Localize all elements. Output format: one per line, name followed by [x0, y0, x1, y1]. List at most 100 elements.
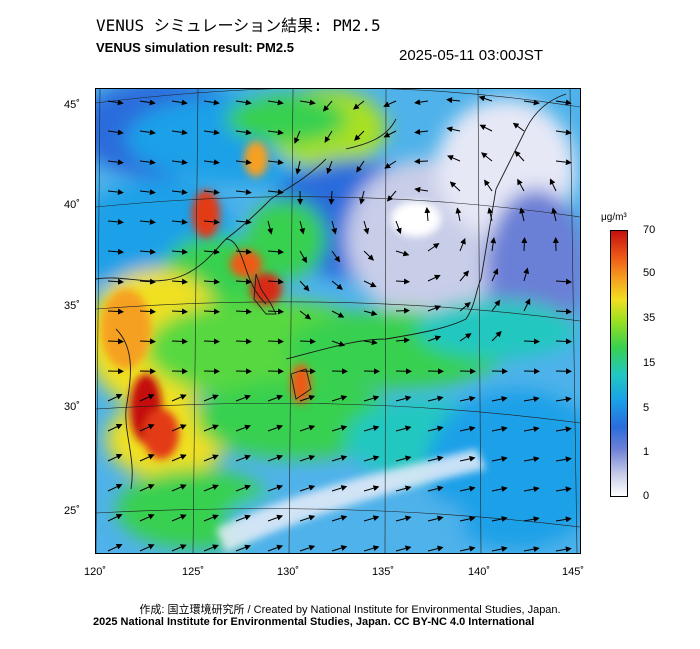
lon-label-120: 120˚	[84, 566, 107, 578]
wind-arrow	[299, 310, 312, 320]
wind-arrow	[395, 278, 410, 285]
wind-arrow	[139, 514, 155, 522]
wind-arrow	[331, 545, 348, 552]
colorbar-tick-15: 15	[643, 357, 656, 369]
wind-arrow	[523, 546, 540, 553]
wind-arrow	[427, 485, 444, 492]
lat-label-35: 35˚	[64, 300, 80, 312]
wind-arrow	[446, 97, 461, 104]
wind-arrow	[491, 486, 508, 492]
wind-arrow	[267, 308, 284, 315]
wind-arrow	[139, 159, 156, 166]
wind-arrow	[299, 394, 316, 402]
wind-arrow	[363, 395, 380, 402]
wind-arrow	[299, 99, 316, 106]
wind-arrow	[491, 268, 499, 282]
wind-arrow	[235, 248, 252, 255]
wind-arrow	[395, 425, 412, 432]
wind-arrow	[107, 454, 123, 462]
wind-arrow	[447, 155, 461, 162]
wind-arrow	[107, 99, 124, 106]
wind-arrow	[235, 424, 251, 432]
wind-arrow	[267, 544, 284, 552]
wind-arrow	[267, 454, 284, 462]
wind-arrow	[139, 308, 156, 315]
wind-arrow	[459, 395, 476, 402]
wind-arrow	[395, 545, 412, 552]
wind-arrow	[523, 516, 540, 523]
wind-arrow	[478, 95, 493, 102]
wind-arrow	[427, 455, 444, 462]
wind-arrow	[267, 189, 284, 196]
wind-arrow	[491, 299, 501, 312]
wind-vectors	[107, 95, 572, 553]
wind-arrow	[203, 218, 220, 225]
wind-arrow	[267, 338, 284, 345]
wind-arrow	[299, 514, 316, 522]
map-canvas	[96, 89, 580, 553]
wind-arrow	[427, 545, 444, 552]
lat-label-40: 40˚	[64, 199, 80, 211]
wind-arrow	[235, 189, 252, 196]
graticule	[96, 89, 580, 553]
lat-label-45: 45˚	[64, 99, 80, 111]
wind-arrow	[512, 122, 525, 132]
colorbar-tick-1: 1	[643, 446, 650, 458]
wind-arrow	[395, 250, 410, 257]
wind-arrow	[491, 516, 508, 522]
wind-arrow	[107, 159, 124, 166]
wind-arrow	[395, 220, 402, 235]
wind-arrow	[171, 454, 187, 462]
wind-arrow	[267, 129, 284, 136]
title-english: VENUS simulation result: PM2.5	[96, 40, 294, 55]
wind-arrow	[171, 424, 187, 432]
wind-arrow	[267, 248, 284, 255]
wind-arrow	[331, 485, 348, 492]
wind-arrow	[555, 546, 572, 553]
wind-arrow	[446, 126, 461, 133]
wind-arrow	[555, 278, 572, 285]
credit-created-by: 作成: 国立環境研究所 / Created by National Instit…	[139, 604, 561, 616]
pm25-map	[95, 88, 581, 554]
wind-arrow	[414, 99, 429, 106]
wind-arrow	[107, 129, 124, 136]
wind-arrow	[519, 207, 526, 222]
wind-arrow	[107, 514, 123, 522]
wind-arrow	[139, 189, 156, 196]
lat-label-30: 30˚	[64, 401, 80, 413]
wind-arrow	[427, 335, 442, 342]
wind-arrow	[427, 274, 441, 282]
wind-arrow	[449, 181, 461, 192]
wind-arrow	[459, 333, 472, 342]
wind-arrow	[171, 514, 187, 522]
wind-arrow	[267, 99, 284, 106]
wind-arrow	[171, 99, 188, 106]
wind-arrow	[555, 308, 572, 315]
wind-arrow	[267, 394, 284, 402]
wind-arrow	[107, 424, 123, 432]
wind-arrow	[235, 129, 252, 136]
wind-arrow	[235, 544, 251, 552]
wind-arrow	[299, 250, 307, 264]
wind-arrow	[235, 514, 251, 522]
wind-arrow	[555, 159, 572, 166]
wind-arrow	[139, 218, 156, 225]
wind-arrow	[324, 130, 333, 143]
wind-arrow	[203, 248, 220, 255]
credit-copyright: 2025 National Institute for Environmenta…	[93, 616, 535, 628]
wind-arrow	[171, 248, 188, 255]
wind-arrow	[235, 484, 251, 492]
wind-arrow	[555, 486, 572, 493]
wind-arrow	[555, 456, 572, 463]
wind-arrow	[414, 128, 429, 135]
wind-arrow	[107, 544, 123, 552]
colorbar-tick-0: 0	[643, 490, 650, 502]
wind-arrow	[295, 160, 302, 175]
wind-arrow	[331, 425, 348, 432]
wind-arrow	[384, 160, 397, 169]
title-japanese: VENUS シミュレーション結果: PM2.5	[96, 16, 381, 35]
wind-arrow	[235, 338, 252, 345]
wind-arrow	[203, 514, 219, 522]
wind-arrow	[203, 278, 220, 285]
wind-arrow	[107, 338, 124, 345]
